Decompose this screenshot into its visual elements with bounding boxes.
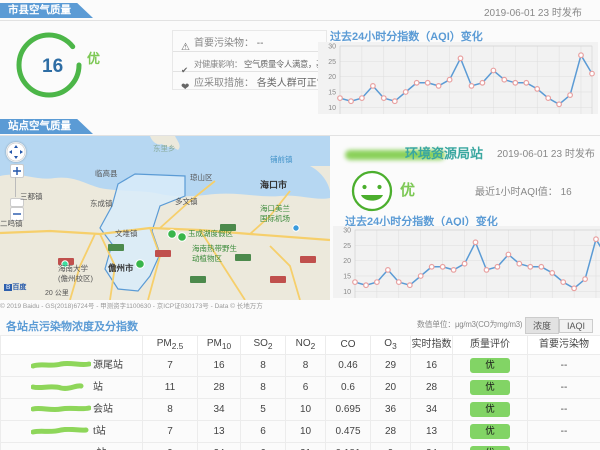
svg-text:20: 20 xyxy=(328,74,336,81)
svg-text:15: 15 xyxy=(328,90,336,97)
svg-text:20: 20 xyxy=(343,258,351,265)
svg-text:10: 10 xyxy=(343,289,351,296)
svg-text:30: 30 xyxy=(328,44,336,51)
svg-text:25: 25 xyxy=(343,243,351,250)
svg-text:25: 25 xyxy=(328,59,336,66)
svg-text:30: 30 xyxy=(343,228,351,235)
svg-text:15: 15 xyxy=(343,274,351,281)
svg-text:10: 10 xyxy=(328,105,336,112)
